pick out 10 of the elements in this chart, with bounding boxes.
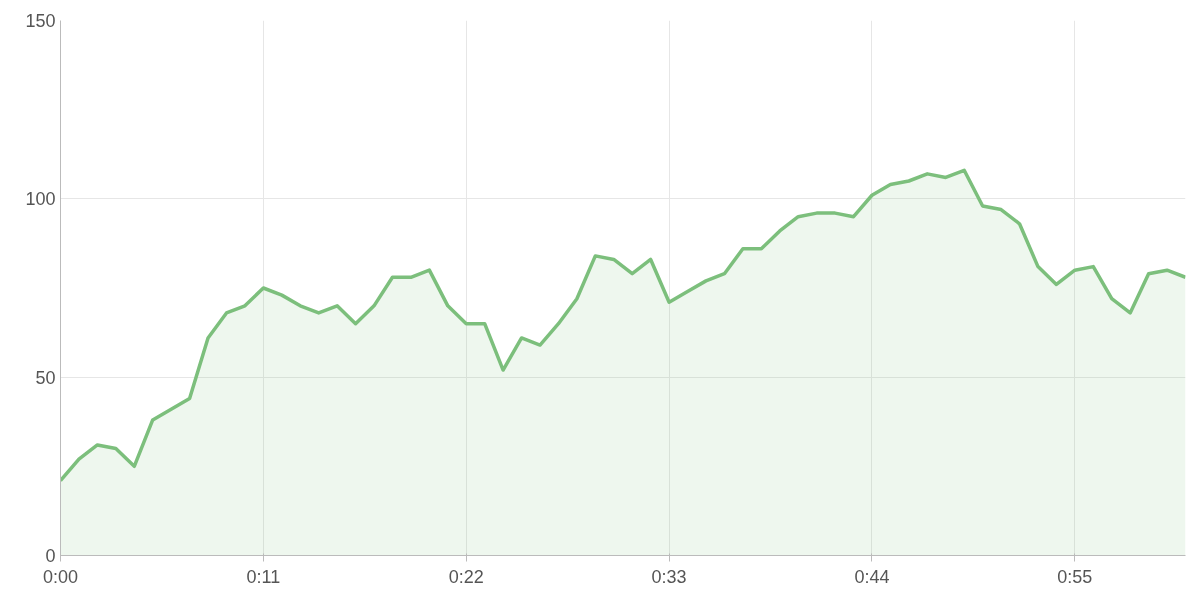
x-tick-label: 0:11 — [246, 566, 281, 587]
x-tick-label: 0:00 — [42, 566, 79, 587]
x-tick-label: 0:44 — [854, 566, 890, 587]
y-tick-label: 150 — [25, 11, 56, 31]
x-tick-label: 0:55 — [1057, 566, 1093, 587]
x-tick-label: 0:22 — [448, 566, 484, 587]
y-tick-label: 0 — [45, 546, 56, 566]
y-tick-label: 100 — [25, 189, 56, 210]
y-tick-label: 50 — [35, 367, 56, 388]
x-tick-label: 0:33 — [651, 566, 687, 587]
